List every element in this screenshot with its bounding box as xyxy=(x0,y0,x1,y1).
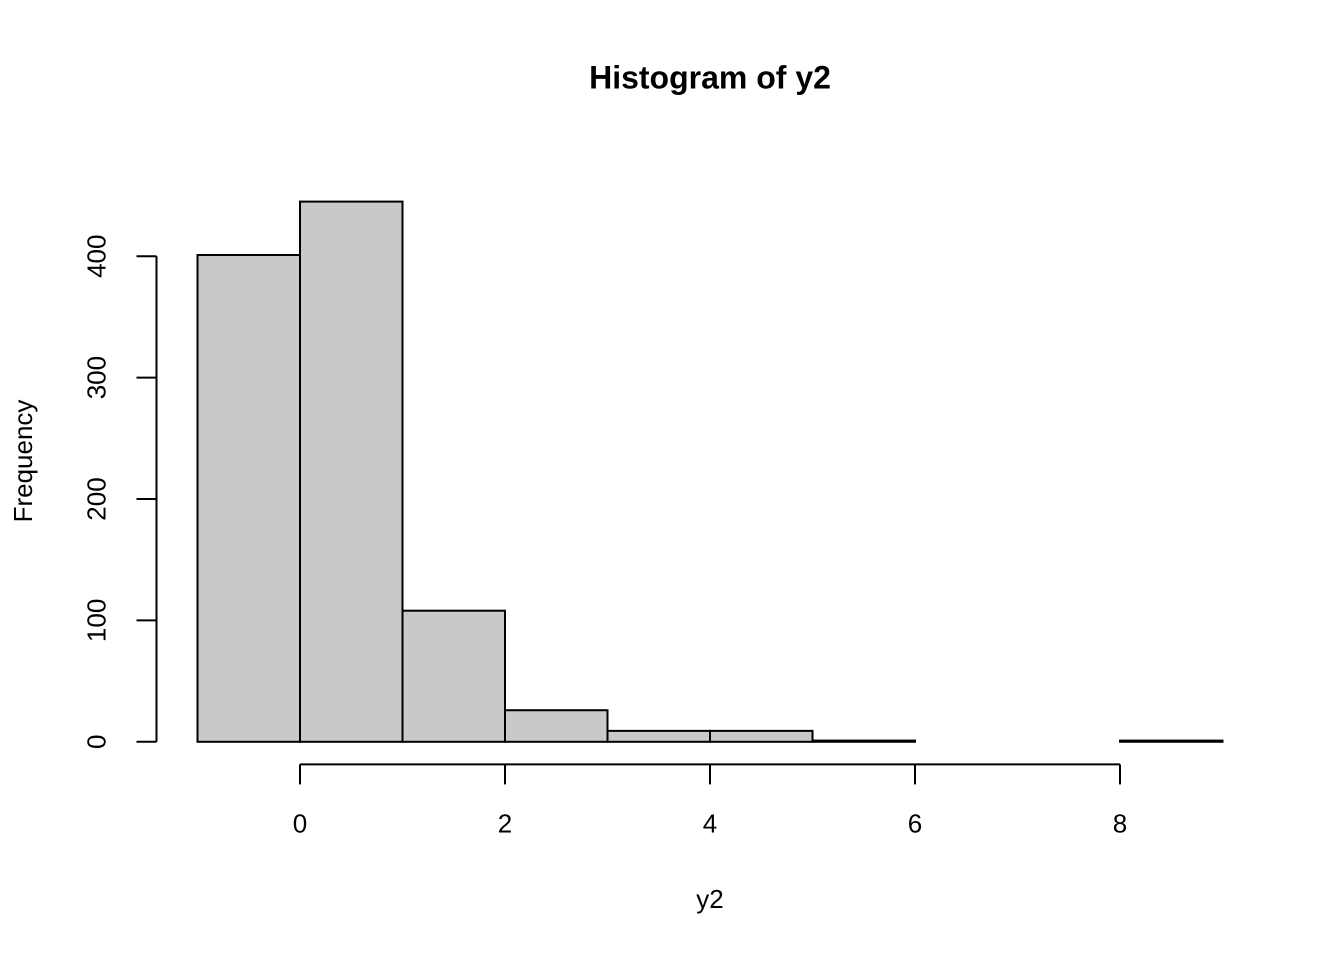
bar xyxy=(299,200,404,743)
bar xyxy=(811,739,916,743)
x-tick-label: 8 xyxy=(1113,808,1127,838)
bar xyxy=(606,729,711,743)
y-tick-label: 400 xyxy=(81,235,111,278)
x-axis-label: y2 xyxy=(696,884,723,914)
bar xyxy=(196,254,301,743)
bar xyxy=(504,709,609,743)
x-tick-label: 0 xyxy=(293,808,307,838)
bar xyxy=(1119,739,1224,743)
y-tick-label: 300 xyxy=(81,356,111,399)
x-tick-label: 2 xyxy=(498,808,512,838)
chart-title: Histogram of y2 xyxy=(589,59,831,95)
y-tick-label: 200 xyxy=(81,477,111,520)
y-tick-label: 100 xyxy=(81,599,111,642)
x-tick-label: 6 xyxy=(908,808,922,838)
y-axis-label: Frequency xyxy=(8,400,38,523)
bar xyxy=(401,609,506,743)
y-tick-label: 0 xyxy=(81,735,111,749)
x-tick-label: 4 xyxy=(703,808,717,838)
bar xyxy=(709,729,814,743)
